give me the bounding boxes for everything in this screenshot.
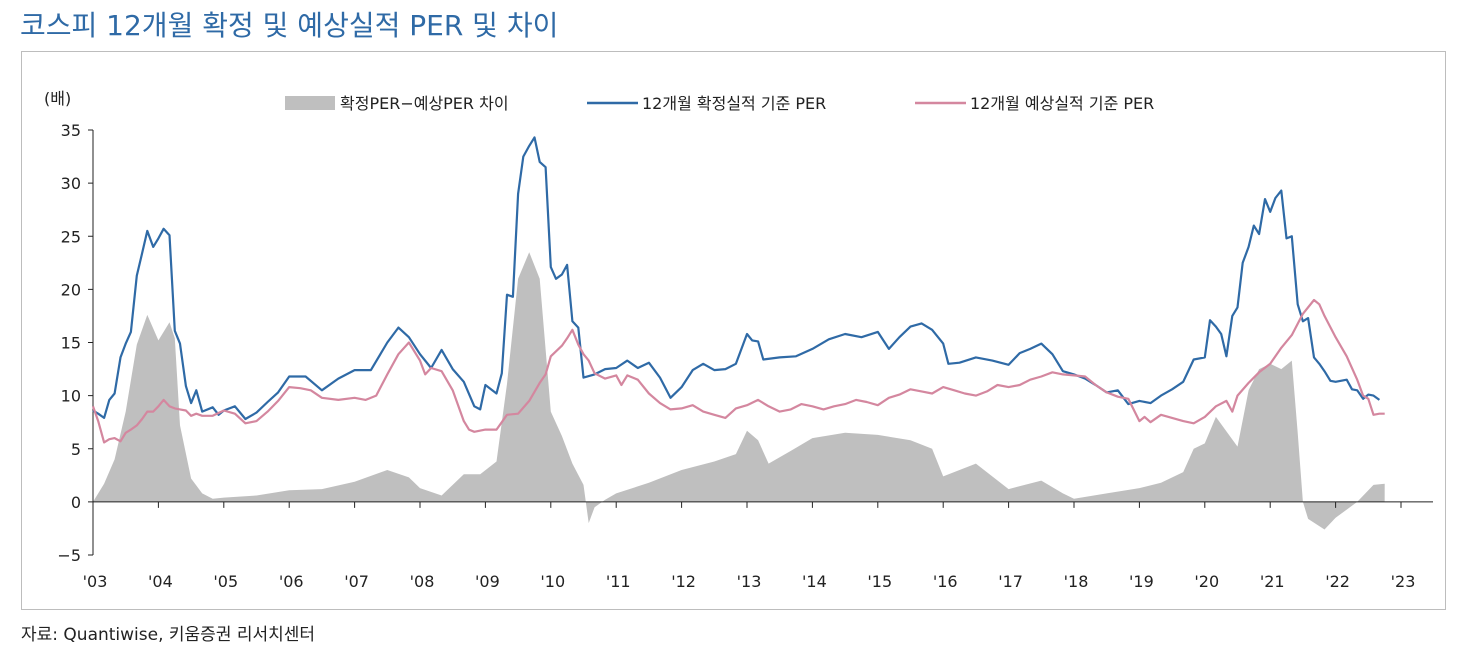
x-tick-label: '03 (83, 572, 108, 591)
y-tick-label: 30 (61, 174, 81, 193)
x-tick-label: '21 (1260, 572, 1285, 591)
chart-frame (21, 51, 1446, 610)
x-tick-label: '22 (1325, 572, 1350, 591)
x-tick-label: '08 (410, 572, 435, 591)
per-lines-layer (91, 136, 1385, 444)
axes-layer: −5 0 5 10 15 20 25 30 35 '03 '04 '05 '06 '07 '08 '09 '10… (57, 121, 1433, 591)
page-title: 코스피 12개월 확정 및 예상실적 PER 및 차이 (20, 9, 559, 42)
x-tick-label: '14 (802, 572, 827, 591)
x-tick-label: '18 (1064, 572, 1089, 591)
y-tick-label: 15 (61, 334, 81, 353)
y-tick-label: −5 (57, 546, 81, 565)
confirmed-per-line (92, 136, 1381, 421)
source-note: 자료: Quantiwise, 키움증권 리서치센터 (21, 625, 316, 645)
x-tick-label: '11 (606, 572, 631, 591)
y-tick-label: 10 (61, 387, 81, 406)
y-tick-label: 0 (71, 493, 81, 512)
x-tick-label: '04 (148, 572, 173, 591)
x-tick-label: '06 (279, 572, 304, 591)
expected-per-line (91, 298, 1385, 444)
x-tick-label: '15 (867, 572, 892, 591)
x-tick-label: '09 (475, 572, 500, 591)
y-tick-label: 5 (71, 440, 81, 459)
x-tick-label: '19 (1129, 572, 1154, 591)
x-tick-label: '13 (737, 572, 762, 591)
legend-label: 확정PER−예상PER 차이 (340, 94, 509, 113)
y-tick-label: 20 (61, 280, 81, 299)
y-tick-label: 25 (61, 227, 81, 246)
x-tick-label: '16 (933, 572, 958, 591)
x-tick-label: '10 (540, 572, 565, 591)
legend-label: 12개월 예상실적 기준 PER (970, 94, 1154, 113)
x-tick-label: '23 (1391, 572, 1416, 591)
x-tick-label: '07 (344, 572, 369, 591)
x-tick-label: '05 (213, 572, 238, 591)
x-tick-label: '17 (998, 572, 1023, 591)
x-tick-label: '12 (671, 572, 696, 591)
x-tick-label: '20 (1194, 572, 1219, 591)
legend-swatch-difference (285, 96, 335, 110)
legend: 확정PER−예상PER 차이 12개월 확정실적 기준 PER 12개월 예상실적 … (285, 94, 1154, 113)
legend-label: 12개월 확정실적 기준 PER (642, 94, 826, 113)
y-axis-label: (배) (44, 89, 71, 108)
y-tick-label: 35 (61, 121, 81, 140)
